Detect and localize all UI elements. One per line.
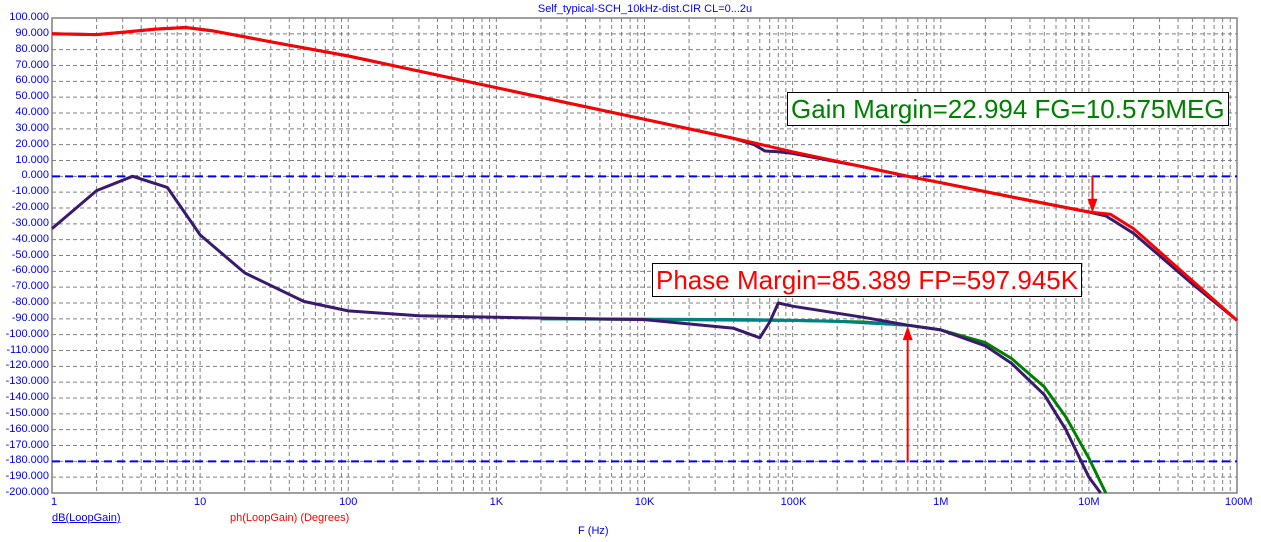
- y-tick-label: -170.000: [5, 438, 49, 451]
- gain-margin-label: Gain Margin=22.994 FG=10.575MEG: [787, 92, 1229, 126]
- y-tick-label: -140.000: [5, 391, 49, 403]
- y-tick-label: 0.000: [21, 169, 49, 182]
- x-tick-label: 10: [194, 496, 207, 508]
- legend-phase-loopgain[interactable]: ph(LoopGain) (Degrees): [230, 512, 350, 524]
- y-tick-label: 30.000: [15, 121, 49, 134]
- y-tick-label: -80.000: [11, 296, 49, 308]
- y-tick-label: -60.000: [11, 264, 49, 277]
- y-tick-label: 100.000: [9, 11, 49, 23]
- x-tick-label: 1M: [933, 496, 949, 508]
- y-tick-label: -180.000: [5, 454, 49, 467]
- y-tick-label: -90.000: [11, 311, 49, 324]
- chart-title: Self_typical-SCH_10kHz-dist.CIR CL=0...2…: [537, 3, 753, 15]
- y-tick-label: 90.000: [15, 26, 49, 39]
- x-axis-label: F (Hz): [578, 525, 609, 537]
- cursor-arrow-head-0: [1087, 198, 1098, 213]
- series-line-2: [540, 317, 1108, 494]
- y-tick-label: -10.000: [11, 185, 49, 198]
- x-tick-label: 10M: [1078, 496, 1100, 508]
- y-tick-label: -20.000: [11, 201, 49, 213]
- legend-db-loopgain[interactable]: dB(LoopGain): [52, 512, 121, 524]
- y-tick-label: -110.000: [6, 343, 49, 356]
- y-tick-label: -100.000: [5, 327, 49, 340]
- phase-margin-label: Phase Margin=85.389 FP=597.945K: [652, 263, 1083, 297]
- y-tick-label: 50.000: [15, 90, 49, 103]
- y-tick-label: 80.000: [15, 42, 49, 55]
- y-tick-label: 40.000: [15, 106, 49, 118]
- plot-frame: [51, 17, 1238, 494]
- y-tick-label: -120.000: [5, 359, 49, 372]
- y-tick-label: -190.000: [5, 470, 49, 483]
- y-tick-label: -150.000: [5, 406, 49, 419]
- y-tick-label: 70.000: [15, 58, 49, 71]
- x-tick-label: 1: [51, 496, 58, 508]
- y-tick-label: -130.000: [5, 375, 49, 388]
- series-line-1: [51, 26, 1238, 322]
- y-tick-label: -50.000: [11, 248, 49, 261]
- x-tick-label: 100K: [780, 496, 807, 508]
- x-tick-label: 100: [339, 496, 358, 508]
- y-tick-label: -30.000: [11, 216, 49, 229]
- y-tick-label: 20.000: [15, 137, 49, 150]
- x-tick-label: 100M: [1225, 496, 1253, 508]
- y-tick-label: -70.000: [11, 280, 49, 293]
- cursor-arrow-head-1: [902, 326, 913, 341]
- y-tick-label: -200.000: [5, 486, 49, 498]
- y-tick-label: -160.000: [5, 422, 49, 435]
- y-tick-label: 60.000: [15, 74, 49, 87]
- series-line-4: [51, 174, 1102, 494]
- y-tick-label: -40.000: [11, 232, 49, 245]
- y-tick-label: 10.000: [15, 153, 49, 166]
- x-tick-label: 10K: [634, 496, 655, 508]
- x-tick-label: 1K: [489, 496, 504, 508]
